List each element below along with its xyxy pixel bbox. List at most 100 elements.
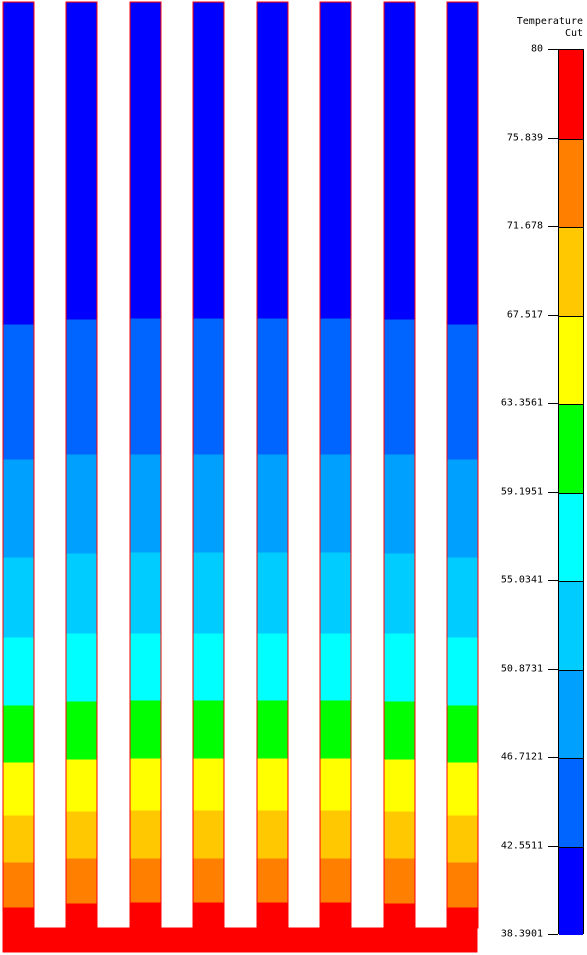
temperature-contour-plot [2,1,479,953]
fin-temperature-band [257,858,288,903]
fin-temperature-band [193,700,224,759]
fin-temperature-band [257,318,288,455]
fin-temperature-band [320,2,351,319]
color-bar-band [559,138,583,227]
color-bar-band [559,581,583,670]
fin-temperature-band [66,701,97,760]
fin-6 [319,1,352,929]
color-bar-tick-label: 38.3901 [500,928,543,940]
fin-temperature-band [193,318,224,455]
fin-temperature-band [384,701,415,760]
color-bar-band [559,758,583,847]
fin-temperature-band [384,811,415,859]
fin-temperature-band [130,318,161,455]
fin-temperature-band [130,758,161,811]
fin-temperature-band [320,633,351,701]
fin-temperature-band [320,454,351,553]
color-bar-band [559,315,583,404]
fin-temperature-band [257,902,288,929]
color-bar-tick-mark [548,845,558,847]
fin-temperature-band [447,324,478,460]
fin-temperature-band [66,903,97,929]
color-bar-tick-mark [548,580,558,581]
fin-temperature-band [193,758,224,811]
fin-temperature-band [3,459,34,558]
fin-temperature-band [257,2,288,319]
color-bar-band [559,227,583,316]
fin-temperature-band [66,811,97,859]
fin-temperature-band [193,552,224,634]
fin-temperature-band [3,557,34,638]
fin-temperature-band [447,762,478,816]
color-bar-tick-mark [548,757,558,758]
fin-temperature-band [66,454,97,554]
color-bar-tick-label: 42.5511 [500,840,543,851]
fin-temperature-band [130,700,161,759]
fin-temperature-band [257,454,288,553]
color-bar-tick-label: 67.517 [506,309,543,320]
color-bar-tick-mark [548,137,558,139]
fin-temperature-band [320,810,351,859]
fin-temperature-band [130,633,161,701]
fin-temperature-band [66,553,97,634]
color-bar-band [559,492,583,581]
fin-temperature-band [130,810,161,859]
fin-temperature-band [3,862,34,908]
color-bar-tick-mark [548,226,558,227]
fin-temperature-band [257,633,288,701]
fin-temperature-band [447,557,478,638]
fin-temperature-band [130,902,161,929]
fin-temperature-band [3,705,34,763]
fin-temperature-band [130,552,161,634]
fin-temperature-band [447,815,478,863]
fin-temperature-band [193,810,224,859]
fin-temperature-band [66,858,97,904]
fin-temperature-band [3,815,34,863]
color-bar-tick-mark [548,934,558,935]
fin-temperature-band [66,759,97,812]
fin-temperature-band [66,633,97,702]
fin-temperature-band [66,319,97,455]
fin-temperature-band [447,2,478,325]
fin-temperature-band [384,553,415,634]
fin-temperature-band [193,2,224,319]
color-bar-tick-label: 80 [530,43,543,55]
color-bar-tick-label: 75.839 [506,132,543,143]
color-bar-tick-label: 55.0341 [500,574,543,586]
fin-temperature-band [447,907,478,929]
fin-temperature-band [384,454,415,554]
color-bar-band [559,50,583,139]
fin-temperature-band [193,858,224,903]
color-bar-band [559,404,583,493]
fin-temperature-band [320,700,351,759]
fin-temperature-band [320,758,351,811]
legend-title-line2: Cut [564,28,583,39]
fin-temperature-band [257,552,288,634]
fin-temperature-band [320,858,351,903]
color-bar-tick-label: 63.3561 [500,397,543,409]
color-bar-band [559,846,583,935]
fin-temperature-band [447,705,478,763]
color-bar [558,49,584,935]
fin-1 [2,1,35,929]
fin-3 [129,1,162,929]
color-bar-tick-mark [548,491,558,493]
base-plate-band [3,928,477,952]
fin-7 [383,1,416,929]
fin-temperature-band [384,319,415,455]
legend-title-line1: Temperature [516,16,583,27]
color-bar-tick-label: 46.7121 [500,751,543,763]
fin-temperature-band [3,324,34,460]
fin-temperature-band [3,637,34,706]
fin-temperature-band [3,2,34,325]
fin-temperature-band [193,902,224,929]
fin-temperature-band [384,858,415,904]
fin-temperature-band [384,633,415,702]
color-bar-tick-mark [548,403,558,404]
fin-temperature-band [384,903,415,929]
fin-temperature-band [447,459,478,558]
fin-4 [192,1,225,929]
color-bar-tick-label: 59.1951 [500,486,543,497]
fin-temperature-band [257,758,288,811]
base-plate-outline [2,927,478,953]
